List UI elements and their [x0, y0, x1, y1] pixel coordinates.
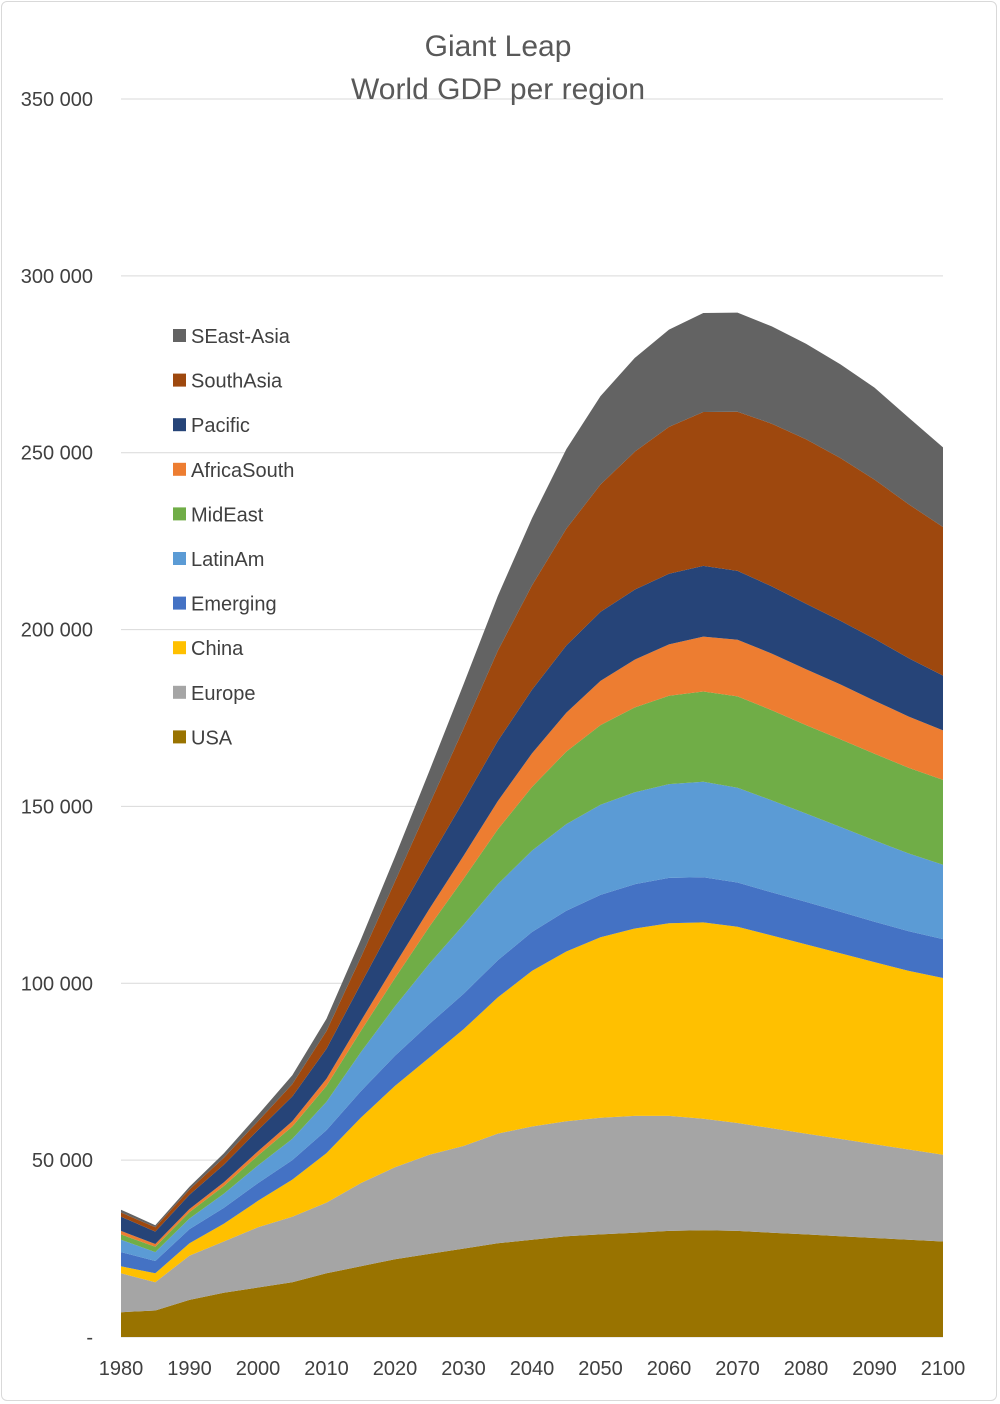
chart-title: Giant Leap	[425, 30, 572, 63]
x-tick-label: 1990	[167, 1358, 212, 1380]
legend-swatch	[173, 596, 186, 610]
area-pacific	[121, 565, 943, 1244]
area-china	[121, 922, 943, 1283]
legend-label: Emerging	[191, 594, 277, 616]
area-emerging	[121, 877, 943, 1274]
x-tick-label: 2030	[441, 1358, 486, 1380]
area-latinam	[121, 781, 943, 1261]
legend-label: MidEast	[191, 504, 264, 526]
legend-label: USA	[191, 727, 233, 749]
area-seast-asia	[121, 312, 943, 1228]
legend-swatch	[173, 507, 186, 521]
legend: SEast-Asia SouthAsia Pacific AfricaSouth Mid…	[173, 326, 294, 749]
legend-label: LatinAm	[191, 549, 264, 571]
x-tick-label: 2100	[921, 1358, 966, 1380]
legend-swatch	[173, 462, 186, 476]
y-tick-label: 100 000	[21, 973, 93, 995]
legend-swatch	[173, 552, 186, 565]
y-axis-tick-labels: - 50 000 100 000 150 000 200 000 250 000 300 0…	[21, 89, 93, 1349]
x-tick-label: 2010	[304, 1358, 349, 1380]
x-axis-tick-labels: 1980 1990 2000 2010 2020 2030 2040 2050 2060 2070…	[99, 1358, 966, 1380]
area-southasia	[121, 411, 943, 1232]
x-tick-label: 2080	[784, 1358, 829, 1380]
stacked-areas	[121, 312, 943, 1337]
x-tick-label: 2000	[236, 1358, 281, 1380]
x-tick-label: 2070	[715, 1358, 760, 1380]
area-mideast	[121, 691, 943, 1253]
legend-swatch	[173, 685, 186, 699]
y-tick-label: 150 000	[21, 796, 93, 818]
x-tick-label: 1980	[99, 1358, 144, 1380]
legend-swatch	[173, 373, 186, 387]
legend-swatch	[173, 418, 186, 432]
legend-label: Pacific	[191, 415, 250, 437]
x-tick-label: 2060	[647, 1358, 692, 1380]
legend-swatch	[173, 329, 186, 342]
y-tick-label: -	[86, 1327, 93, 1349]
x-tick-label: 2050	[578, 1358, 623, 1380]
area-usa	[121, 1230, 943, 1337]
x-tick-label: 2040	[510, 1358, 555, 1380]
x-tick-label: 2090	[852, 1358, 897, 1380]
y-tick-label: 350 000	[21, 89, 93, 111]
legend-label: SEast-Asia	[191, 326, 291, 348]
legend-label: AfricaSouth	[191, 460, 294, 482]
y-tick-label: 250 000	[21, 443, 93, 465]
x-tick-label: 2020	[373, 1358, 418, 1380]
chart-subtitle: World GDP per region	[351, 73, 645, 106]
area-africasouth	[121, 636, 943, 1247]
y-tick-label: 200 000	[21, 620, 93, 642]
legend-label: Europe	[191, 683, 256, 705]
legend-swatch	[173, 730, 186, 744]
y-tick-label: 300 000	[21, 266, 93, 288]
area-europe	[121, 1115, 943, 1313]
legend-label: SouthAsia	[191, 371, 283, 393]
legend-label: China	[191, 638, 244, 660]
legend-swatch	[173, 641, 186, 655]
y-tick-label: 50 000	[32, 1150, 93, 1172]
